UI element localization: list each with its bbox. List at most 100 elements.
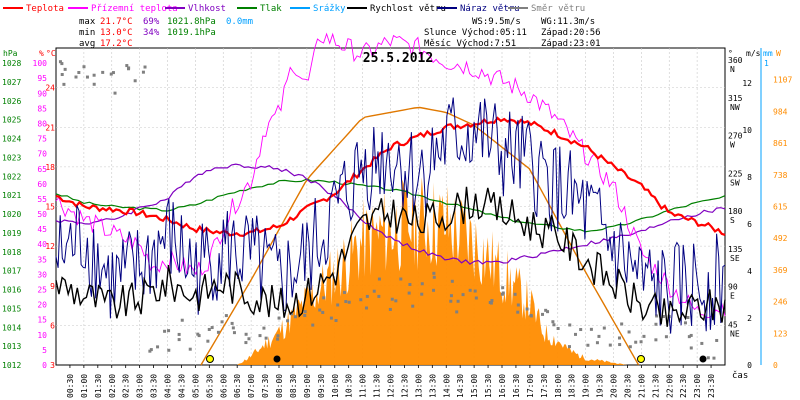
- wind-direction-point: [258, 334, 262, 338]
- axis-ms-tick: 8: [747, 173, 752, 182]
- info-slunce-zapad: Západ:20:56: [541, 28, 601, 38]
- stats-block: max 21.7°C 69% 1021.8hPa 0.0mm min 13.0°…: [79, 17, 253, 49]
- wind-direction-point: [276, 337, 280, 341]
- chart-title: 25.5.2012: [363, 51, 433, 66]
- wind-direction-point: [432, 275, 436, 279]
- axis-pct-tick: 0: [42, 361, 47, 370]
- wind-direction-point: [689, 346, 693, 350]
- sunrise-icon: [206, 355, 214, 363]
- legend: Teplota Přízemní teplota Vlhkost Tlak Sr…: [3, 4, 585, 14]
- axis-pct-tick: 50: [37, 210, 47, 219]
- wind-direction-point: [544, 308, 548, 312]
- wind-direction-point: [293, 315, 297, 319]
- wind-direction-point: [141, 70, 145, 74]
- wind-direction-point: [449, 294, 453, 298]
- wind-direction-point: [450, 279, 454, 283]
- wind-direction-point: [456, 299, 460, 303]
- legend-label-naraz-vetru: Náraz větru: [460, 4, 520, 14]
- x-axis-tick: 14:30: [456, 374, 465, 398]
- stat-avg-temp: 17.2°C: [100, 39, 133, 49]
- x-axis-tick: 03:30: [150, 374, 159, 398]
- x-axis-tick: 07:00: [247, 374, 256, 398]
- axis-pct-tick: 100: [33, 59, 48, 68]
- wind-direction-point: [113, 91, 117, 95]
- wind-direction-point: [262, 326, 266, 330]
- wind-direction-point: [712, 356, 716, 360]
- wind-direction-point: [231, 326, 235, 330]
- x-axis-tick: 20:30: [623, 374, 632, 398]
- wind-direction-point: [654, 338, 658, 342]
- wind-direction-point: [365, 294, 369, 298]
- wind-direction-point: [489, 301, 493, 305]
- wind-direction-point: [595, 341, 599, 345]
- x-axis-tick: 04:30: [177, 374, 186, 398]
- axis-pct-tick: 25: [37, 286, 47, 295]
- wind-direction-layer: [58, 60, 719, 360]
- solar-measured-area: [237, 173, 628, 365]
- axis-hpa-tick: 1012: [2, 361, 21, 370]
- wind-direction-point: [686, 316, 690, 320]
- x-axis-tick: 00:30: [66, 374, 75, 398]
- axis-w-tick: 984: [773, 107, 788, 116]
- wind-direction-point: [60, 73, 64, 77]
- x-axis-tick: 21:30: [651, 374, 660, 398]
- wind-direction-point: [344, 300, 348, 304]
- x-axis-tick: 02:30: [122, 374, 131, 398]
- x-axis-tick: 17:00: [526, 374, 535, 398]
- axis-pct-tick: 75: [37, 135, 47, 144]
- axis-hpa-tick: 1022: [2, 172, 21, 181]
- wind-direction-point: [74, 75, 78, 79]
- axis-w-tick: 615: [773, 203, 788, 212]
- wind-direction-point: [188, 347, 192, 351]
- axis-pct-tick: 60: [37, 180, 47, 189]
- axis-dir-tick: 315: [728, 94, 743, 103]
- info-ws: WS:9.5m/s: [472, 17, 521, 27]
- moonrise-icon: [273, 355, 281, 363]
- right-axes: ° m/s mm W1360N315NW270W225SW180S135SE90E45…: [728, 48, 792, 370]
- wind-direction-point: [167, 348, 171, 352]
- wind-direction-point: [556, 326, 560, 330]
- wind-direction-point: [207, 327, 211, 331]
- wind-direction-point: [143, 65, 147, 69]
- wind-direction-point: [407, 291, 411, 295]
- x-axis-tick: 10:30: [345, 374, 354, 398]
- axis-temp-tick: 15: [45, 203, 55, 212]
- wind-direction-point: [167, 329, 171, 333]
- axis-hpa-tick: 1019: [2, 229, 21, 238]
- wind-direction-point: [322, 296, 326, 300]
- axis-w-tick: 0: [773, 361, 778, 370]
- wind-direction-point: [377, 294, 381, 298]
- x-axis-tick: 13:00: [414, 374, 423, 398]
- axis-ms-tick: 10: [742, 126, 752, 135]
- axis-pct-tick: 90: [37, 89, 47, 98]
- x-axis-tick: 19:00: [582, 374, 591, 398]
- wind-direction-point: [608, 343, 612, 347]
- x-axis-tick: 16:00: [498, 374, 507, 398]
- x-axis-tick: 05:00: [191, 374, 200, 398]
- axis-dir-tick: 180: [728, 207, 743, 216]
- wind-direction-point: [597, 334, 601, 338]
- axis-w-tick: 123: [773, 329, 788, 338]
- wind-direction-point: [664, 335, 668, 339]
- wind-direction-point: [125, 64, 129, 68]
- axis-hpa-tick: 1023: [2, 153, 21, 162]
- wind-direction-point: [525, 307, 529, 311]
- wind-direction-point: [232, 331, 236, 335]
- info-slunce: Slunce Východ:05:11: [424, 28, 527, 38]
- info-mesic: Měsíc Východ:7:51: [424, 39, 516, 49]
- wind-direction-point: [311, 323, 315, 327]
- axis-pct-tick: 45: [37, 225, 47, 234]
- x-axis-tick: 12:30: [400, 374, 409, 398]
- axis-hpa-tick: 1015: [2, 304, 21, 313]
- axis-pct-tick: 95: [37, 74, 47, 83]
- wind-direction-point: [111, 71, 115, 75]
- axis-temp-tick: 24: [45, 84, 55, 93]
- x-axis-tick: 05:30: [205, 374, 214, 398]
- wind-direction-point: [715, 338, 719, 342]
- x-axis-tick: 19:30: [596, 374, 605, 398]
- wind-direction-point: [230, 321, 234, 325]
- axis-dir-label: W: [730, 141, 735, 150]
- wind-direction-point: [654, 322, 658, 326]
- x-axis-tick: 11:30: [373, 374, 382, 398]
- stat-avg-label: avg: [79, 39, 95, 49]
